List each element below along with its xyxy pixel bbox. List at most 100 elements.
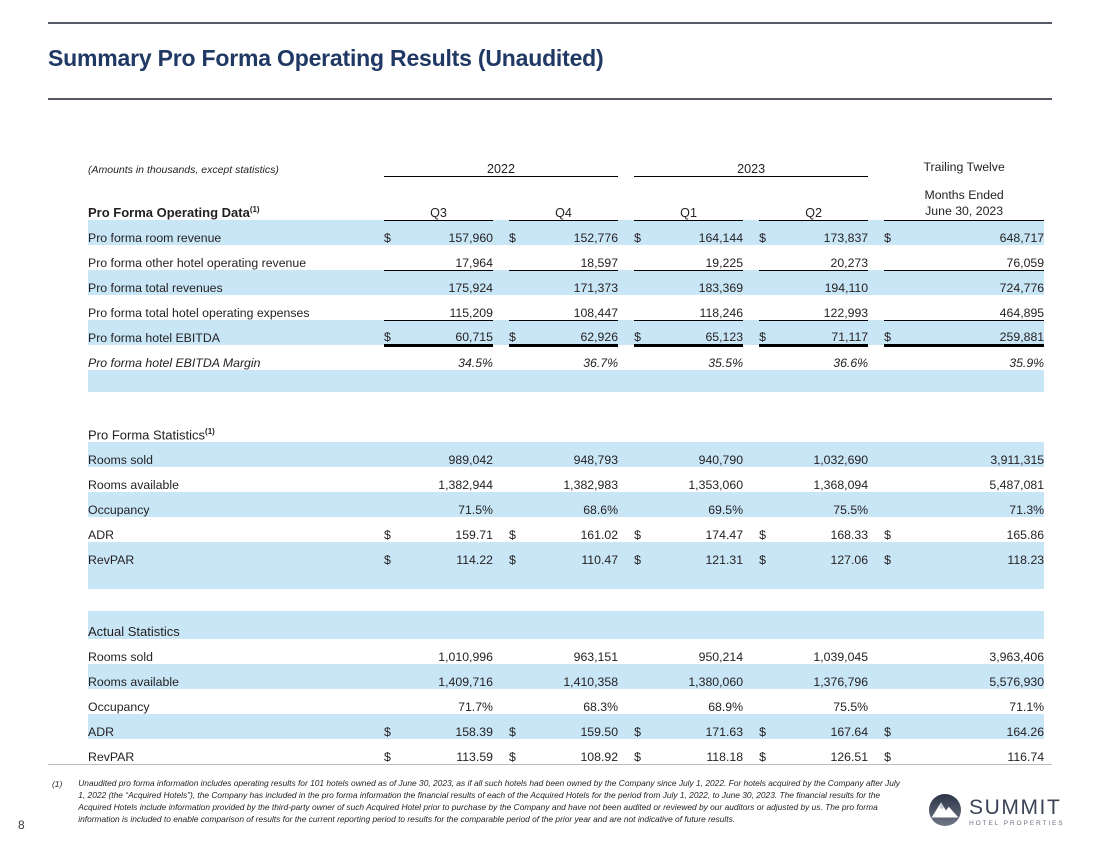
currency-symbol-3 — [634, 345, 660, 370]
column-gap-1 — [493, 345, 509, 370]
column-gap-3 — [743, 295, 759, 320]
cell-value: 5,487,081 — [989, 478, 1045, 492]
cell-value: 1,410,358 — [535, 664, 619, 689]
table-row: Rooms sold 1,010,996 963,151 950,214 1,039,0… — [88, 639, 1044, 664]
cell-value: 34.5% — [458, 356, 493, 370]
currency-symbol-1 — [384, 689, 410, 714]
cell-value: 71,117 — [785, 320, 869, 347]
cell-value: 115,209 — [410, 295, 493, 321]
currency-symbol-3: $ — [634, 542, 661, 567]
currency-symbol-1 — [384, 245, 410, 271]
table-row: Pro forma room revenue $157,960 $152,776 $1… — [88, 220, 1045, 245]
cell-value: 60,715 — [410, 320, 493, 347]
table-row: Pro forma other hotel operating revenue 1… — [88, 245, 1045, 271]
cell-value: 127.06 — [785, 542, 869, 567]
cell-value: 194,110 — [785, 270, 869, 295]
table-row: Pro forma hotel EBITDA Margin 34.5% 36.7% 3… — [88, 345, 1044, 370]
column-gap-2 — [618, 467, 634, 492]
pro-forma-results-table: (Amounts in thousands, except statistics… — [88, 146, 1045, 764]
logo-company-name: SUMMIT — [969, 796, 1062, 820]
year-gap-1 — [618, 146, 634, 176]
column-gap-4 — [868, 664, 885, 689]
table-row: Rooms available 1,409,716 1,410,358 1,380,0… — [88, 664, 1045, 689]
column-gap-2 — [618, 664, 635, 689]
trailing-twelve-line1: Trailing Twelve — [923, 160, 1005, 175]
currency-symbol-2 — [509, 689, 535, 714]
spacer-cell — [88, 567, 1045, 589]
cell-value: 108,447 — [535, 295, 619, 321]
cell-value: 648,717 — [910, 220, 1045, 245]
cell-value: 113.59 — [456, 750, 493, 764]
footer-divider — [48, 764, 1052, 766]
currency-symbol-3: $ — [634, 750, 641, 764]
currency-symbol-2 — [509, 639, 535, 664]
currency-symbol-5 — [884, 664, 911, 689]
currency-symbol-4: $ — [759, 528, 766, 542]
column-gap-2 — [618, 739, 634, 764]
column-gap-4 — [868, 345, 884, 370]
currency-symbol-3 — [634, 689, 660, 714]
cell-value: 158.39 — [410, 714, 493, 739]
cell-value: 36.7% — [583, 356, 619, 370]
column-gap-4 — [868, 270, 885, 295]
currency-symbol-5: $ — [884, 320, 911, 347]
column-gap-2 — [618, 639, 634, 664]
year-gap-2 — [868, 146, 884, 176]
cell-value: 3,963,406 — [989, 650, 1045, 664]
cell-value: 118.23 — [910, 542, 1045, 567]
currency-symbol-4 — [759, 664, 786, 689]
cell-value: 989,042 — [410, 442, 493, 467]
cell-value: 1,380,060 — [660, 664, 744, 689]
footnote-block: (1) Unaudited pro forma information incl… — [52, 778, 907, 826]
page-title: Summary Pro Forma Operating Results (Una… — [48, 45, 604, 71]
currency-symbol-1 — [384, 295, 410, 321]
quarter-header-q2: Q2 — [759, 176, 869, 221]
cell-value: 963,151 — [573, 650, 619, 664]
currency-symbol-3 — [634, 295, 661, 321]
column-gap-2 — [618, 345, 634, 370]
currency-symbol-1: $ — [384, 714, 410, 739]
section-header-pro-forma-statistics: Pro Forma Statistics(1) — [88, 414, 1044, 442]
cell-value: 71.7% — [458, 700, 493, 714]
row-label: Rooms sold — [88, 650, 153, 664]
cell-value: 165.86 — [1006, 528, 1045, 542]
row-label: Pro forma hotel EBITDA — [88, 320, 384, 345]
section-title: Pro Forma Statistics(1) — [88, 426, 215, 442]
currency-symbol-4 — [759, 345, 785, 370]
table-row: Pro forma total revenues 175,924 171,373 18… — [88, 270, 1045, 295]
cell-value: 948,793 — [535, 442, 619, 467]
currency-symbol-3: $ — [634, 220, 661, 245]
cell-value: 174.47 — [705, 528, 744, 542]
currency-symbol-2: $ — [509, 542, 535, 567]
currency-symbol-3: $ — [634, 714, 661, 739]
cell-value: 68.9% — [708, 700, 744, 714]
currency-symbol-3: $ — [634, 528, 641, 542]
cell-value: 18,597 — [535, 245, 619, 271]
trailing-twelve-period: Months Ended June 30, 2023 — [884, 176, 1045, 221]
cell-value: 259,881 — [910, 320, 1045, 347]
currency-symbol-4: $ — [759, 542, 786, 567]
currency-symbol-1 — [384, 442, 410, 467]
currency-symbol-1: $ — [384, 528, 391, 542]
column-gap-2 — [618, 295, 634, 320]
currency-symbol-2: $ — [509, 320, 535, 347]
column-gap-3 — [743, 270, 760, 295]
quarter-header-q4: Q4 — [509, 176, 619, 221]
cell-value: 122,993 — [785, 295, 869, 321]
row-label: Rooms available — [88, 478, 179, 492]
cell-value: 116.74 — [1007, 750, 1045, 764]
financial-table-container: (Amounts in thousands, except statistics… — [88, 146, 1045, 764]
quarter-header-q1: Q1 — [634, 176, 744, 221]
cell-value: 1,409,716 — [410, 664, 493, 689]
row-label: RevPAR — [88, 542, 384, 567]
currency-symbol-1 — [384, 639, 410, 664]
cell-value: 164,144 — [660, 220, 744, 245]
table-row: Rooms available 1,382,944 1,382,983 1,353,0… — [88, 467, 1044, 492]
section-spacer-blue — [88, 370, 1045, 392]
cell-value: 108.92 — [580, 750, 619, 764]
column-gap-2 — [618, 245, 634, 270]
currency-symbol-5 — [884, 245, 911, 271]
operating-data-heading: Pro Forma Operating Data(1) — [88, 204, 260, 220]
row-label: Pro forma hotel EBITDA Margin — [88, 356, 261, 370]
column-gap-1 — [493, 295, 509, 320]
